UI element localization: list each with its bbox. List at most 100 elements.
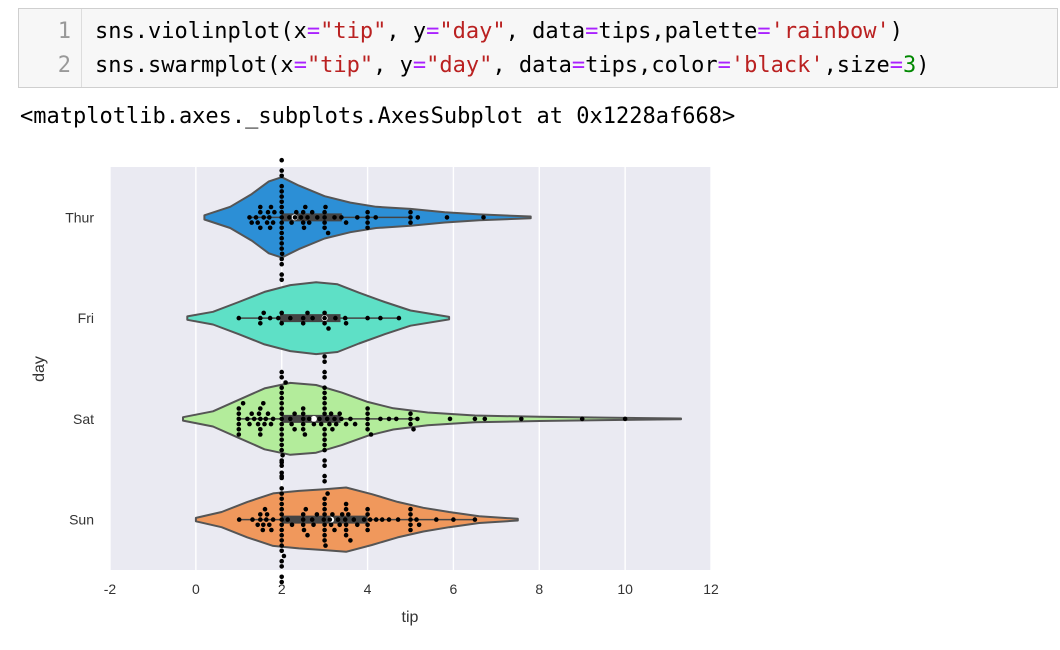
swarm-point bbox=[386, 517, 392, 522]
swarm-point bbox=[279, 501, 285, 507]
swarm-point bbox=[365, 411, 370, 417]
violin-body bbox=[182, 381, 682, 456]
code-token: tips,color bbox=[585, 53, 718, 78]
swarm-point bbox=[279, 209, 285, 215]
swarm-point bbox=[365, 225, 370, 231]
swarm-point bbox=[322, 385, 327, 391]
x-tick-label: -2 bbox=[104, 581, 117, 597]
swarm-point bbox=[306, 416, 312, 422]
swarm-point bbox=[367, 517, 373, 522]
swarm-point bbox=[447, 416, 453, 422]
swarm-point bbox=[322, 395, 327, 401]
swarm-point bbox=[322, 315, 327, 321]
swarm-point bbox=[396, 315, 402, 321]
code-token: = bbox=[306, 19, 321, 44]
swarm-point bbox=[258, 406, 263, 411]
swarm-point bbox=[301, 225, 307, 231]
swarm-point bbox=[245, 416, 250, 422]
code-token: , y bbox=[386, 19, 427, 44]
swarm-point bbox=[322, 447, 327, 453]
x-tick-label: 6 bbox=[450, 581, 458, 597]
line-number: 1 bbox=[57, 19, 71, 44]
cell-output-text: <matplotlib.axes._subplots.AxesSubplot a… bbox=[20, 104, 736, 129]
swarm-point bbox=[408, 411, 413, 417]
code-token: "day" bbox=[426, 53, 493, 78]
swarm-point bbox=[481, 215, 486, 220]
swarm-point bbox=[236, 315, 242, 321]
swarm-point bbox=[322, 458, 327, 463]
swarm-point bbox=[292, 427, 297, 432]
swarm-point bbox=[343, 321, 349, 326]
swarm-point bbox=[258, 432, 263, 437]
x-tick-label: 8 bbox=[535, 581, 543, 597]
swarm-point bbox=[300, 517, 306, 522]
code-token: ) bbox=[916, 53, 930, 78]
swarm-point bbox=[279, 246, 285, 251]
code-token: sns.violinplot(x bbox=[95, 19, 307, 44]
swarm-point bbox=[279, 173, 285, 179]
swarm-point bbox=[261, 522, 266, 528]
code-cell-input[interactable]: 1 2 sns.violinplot(x="tip", y="day", dat… bbox=[18, 8, 1058, 88]
swarm-point bbox=[365, 209, 370, 215]
swarm-point bbox=[272, 209, 277, 215]
swarm-point bbox=[343, 220, 349, 225]
code-line-1[interactable]: sns.violinplot(x="tip", y="day", data=ti… bbox=[95, 19, 903, 44]
swarm-point bbox=[287, 215, 292, 220]
swarm-point bbox=[279, 527, 285, 533]
code-token: , data bbox=[492, 53, 572, 78]
swarm-point bbox=[306, 220, 312, 225]
swarm-point bbox=[298, 215, 304, 220]
swarm-point bbox=[279, 220, 285, 225]
swarm-point bbox=[279, 321, 285, 326]
swarm-point bbox=[300, 421, 306, 427]
code-token: 'rainbow' bbox=[770, 19, 890, 44]
swarm-point bbox=[250, 517, 255, 522]
swarm-point bbox=[322, 310, 327, 316]
swarm-point bbox=[268, 421, 274, 427]
swarm-point bbox=[472, 517, 478, 522]
swarm-point bbox=[305, 215, 310, 220]
swarm-point bbox=[322, 538, 327, 543]
code-token: , data bbox=[505, 19, 586, 44]
swarm-point bbox=[365, 522, 370, 528]
swarm-point bbox=[579, 416, 585, 422]
swarm-point bbox=[279, 548, 285, 554]
swarm-point bbox=[280, 453, 285, 458]
swarm-point bbox=[314, 512, 320, 517]
swarm-point bbox=[343, 527, 349, 533]
swarm-point bbox=[365, 215, 370, 220]
swarm-point bbox=[332, 416, 337, 422]
code-line-2[interactable]: sns.swarmplot(x="tip", y="day", data=tip… bbox=[95, 53, 930, 78]
axis-ticks: -2 0 2 4 6 8 10 12 Thur Fri Sat Sun bbox=[65, 209, 719, 597]
swarm-point bbox=[322, 215, 327, 220]
swarm-point bbox=[279, 470, 285, 476]
swarm-point bbox=[355, 522, 360, 528]
swarm-point bbox=[622, 416, 628, 422]
swarm-point bbox=[279, 486, 285, 491]
swarm-point bbox=[332, 527, 337, 533]
swarm-point bbox=[279, 564, 285, 569]
line-number: 2 bbox=[57, 53, 71, 78]
swarm-point bbox=[279, 475, 285, 481]
swarm-point bbox=[267, 522, 272, 528]
swarm-point bbox=[322, 375, 327, 380]
swarm-point bbox=[365, 427, 370, 432]
swarm-point bbox=[322, 532, 327, 538]
swarm-point bbox=[322, 463, 327, 469]
swarm-point bbox=[300, 416, 306, 422]
code-token: "day" bbox=[439, 19, 506, 44]
swarm-point bbox=[322, 401, 327, 406]
swarm-point bbox=[279, 157, 285, 163]
y-tick-label: Fri bbox=[78, 310, 94, 326]
swarm-point bbox=[270, 416, 276, 422]
code-token: , y bbox=[373, 53, 413, 78]
swarm-point bbox=[408, 220, 413, 225]
swarm-point bbox=[444, 215, 450, 220]
swarm-point bbox=[365, 421, 370, 427]
swarm-point bbox=[311, 421, 317, 427]
swarm-point bbox=[378, 416, 383, 422]
swarm-point bbox=[346, 512, 351, 517]
swarm-point bbox=[325, 230, 331, 236]
swarm-point bbox=[322, 390, 327, 396]
code-token: = bbox=[426, 19, 440, 44]
